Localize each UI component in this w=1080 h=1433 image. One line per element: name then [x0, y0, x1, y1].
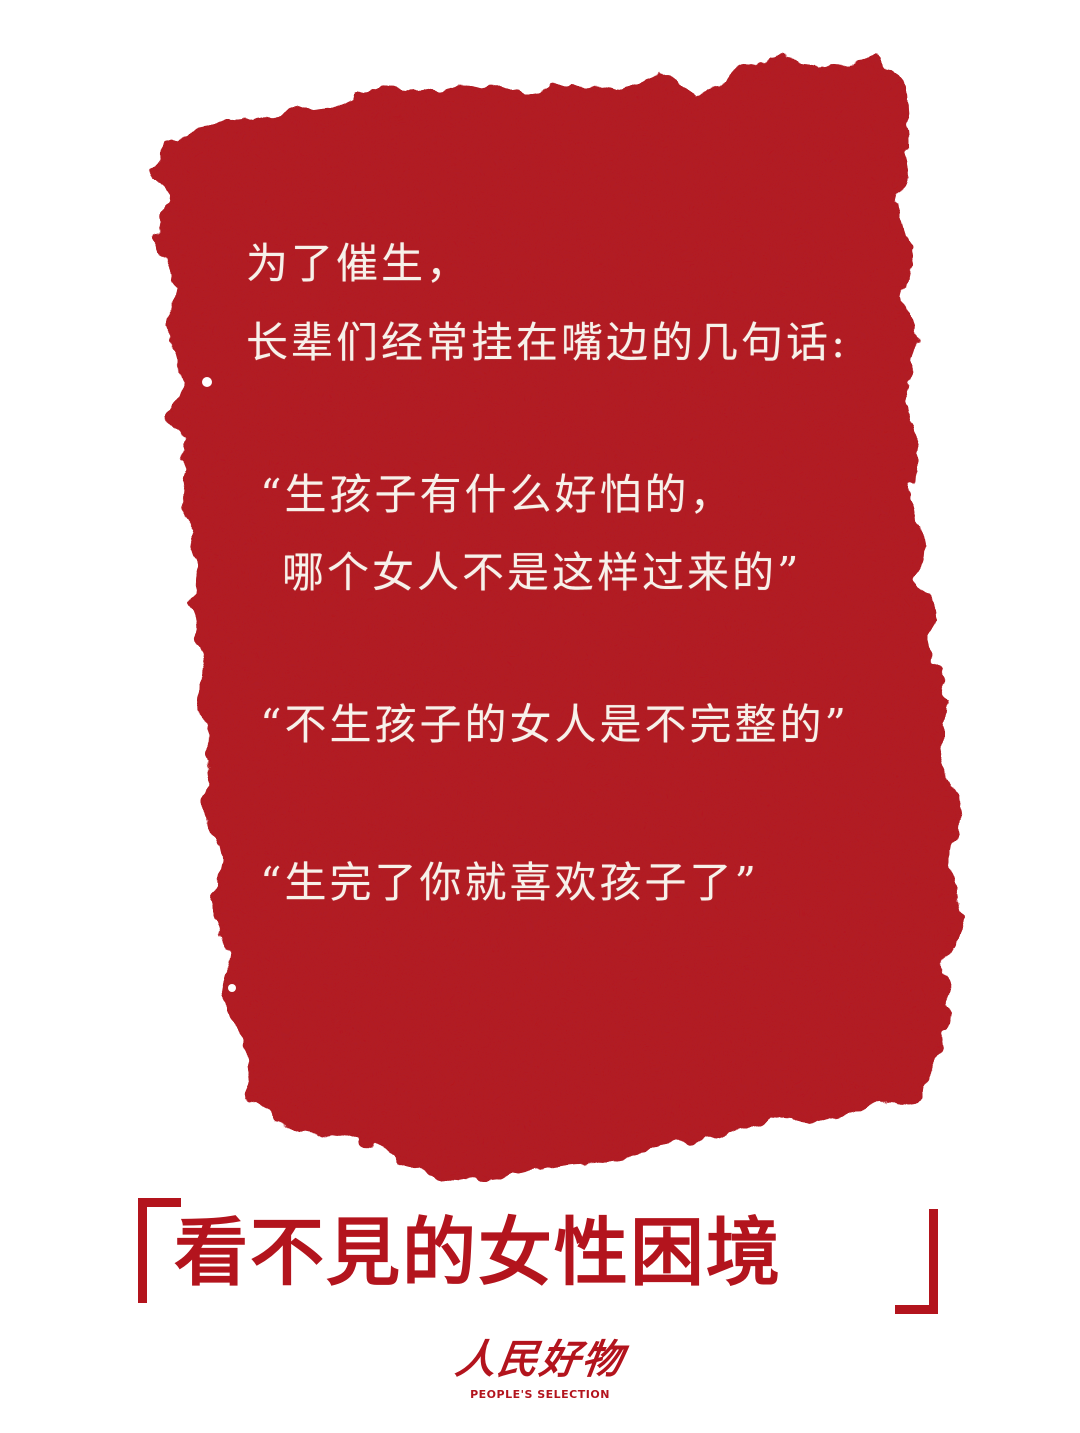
brand-logo: 人民好物 PEOPLE'S SELECTION	[440, 1336, 640, 1420]
poster-title-text: 看不見的女性困境	[174, 1210, 782, 1296]
corner-bracket-right-icon	[895, 1209, 938, 1314]
quote-1-line-2: 哪个女人不是这样过来的”	[282, 548, 802, 597]
brand-tagline: PEOPLE'S SELECTION	[470, 1388, 610, 1401]
intro-line-1: 为了催生，	[246, 239, 472, 288]
quote-3: “生完了你就喜欢孩子了”	[260, 858, 759, 907]
brand-name: 人民好物	[452, 1336, 628, 1383]
poster-title: 看不見的女性困境	[138, 1198, 938, 1314]
quote-1-line-1: “生孩子有什么好怕的，	[260, 470, 735, 519]
corner-bracket-left-icon	[138, 1198, 181, 1303]
quote-2: “不生孩子的女人是不完整的”	[260, 700, 849, 749]
intro-line-2: 长辈们经常挂在嘴边的几句话:	[246, 318, 849, 367]
